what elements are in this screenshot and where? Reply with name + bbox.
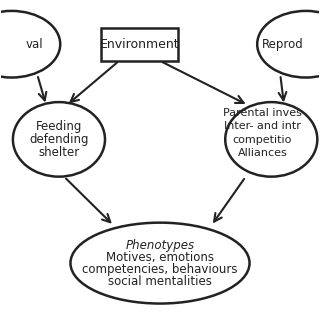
Text: val: val [26,38,44,51]
Ellipse shape [70,223,250,304]
Text: Feeding: Feeding [36,120,82,132]
Text: Environment: Environment [100,38,179,51]
Text: Parental inves
Inter- and intr
competitio
Alliances: Parental inves Inter- and intr competiti… [223,108,302,158]
Bar [101,28,178,61]
Text: Phenotypes: Phenotypes [125,238,195,252]
Ellipse shape [0,11,60,77]
Text: competencies, behaviours: competencies, behaviours [82,263,238,276]
Text: Reprod: Reprod [262,38,304,51]
Text: Motives, emotions: Motives, emotions [106,251,214,264]
Text: shelter: shelter [38,146,80,159]
Ellipse shape [257,11,320,77]
Ellipse shape [225,102,317,177]
Text: social mentalities: social mentalities [108,275,212,288]
Ellipse shape [13,102,105,177]
Text: defending: defending [29,133,89,146]
